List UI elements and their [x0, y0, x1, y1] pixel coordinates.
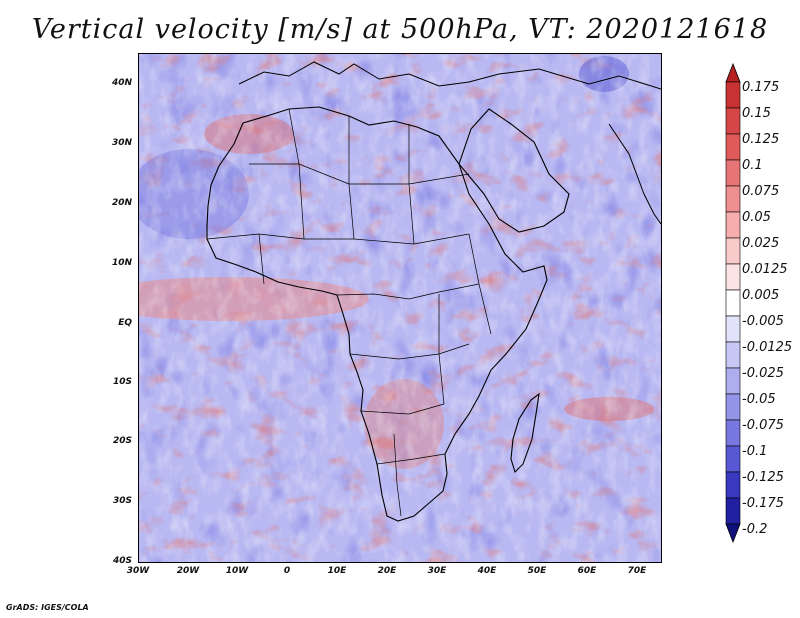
- lon-tick-label: 10E: [327, 566, 347, 576]
- india-coastline: [608, 123, 661, 225]
- lon-tick-label: 40E: [477, 566, 497, 576]
- arabia-coastline: [458, 108, 570, 233]
- colorbar-swatch: [725, 81, 741, 109]
- colorbar-label: 0.1: [742, 158, 763, 173]
- field-texture: [139, 54, 661, 562]
- lon-tick-label: 0: [283, 566, 291, 576]
- colorbar-label: -0.2: [742, 522, 768, 537]
- africa-coastline: [206, 106, 548, 522]
- lat-tick-label: 10N: [111, 258, 132, 268]
- colorbar-label: 0.05: [742, 210, 771, 225]
- colorbar-label: 0.0125: [742, 262, 788, 277]
- colorbar-swatch: [725, 315, 741, 343]
- colorbar-swatch: [725, 393, 741, 421]
- country-borders: [206, 108, 492, 517]
- colorbar-label: -0.0125: [742, 340, 793, 355]
- lat-tick-label: 10S: [112, 377, 132, 387]
- colorbar-label: -0.005: [742, 314, 784, 329]
- map-plot-area[interactable]: [138, 53, 662, 563]
- lon-tick-label: 10W: [225, 566, 249, 576]
- lon-tick-label: 30E: [427, 566, 447, 576]
- lon-tick-label: 60E: [577, 566, 597, 576]
- grads-credit: GrADS: IGES/COLA: [6, 603, 89, 612]
- lon-tick-label: 50E: [527, 566, 547, 576]
- colorbar-label: -0.1: [742, 444, 768, 459]
- map-title: Vertical velocity [m/s] at 500hPa, VT: 2…: [31, 14, 769, 45]
- colorbar-max-arrow: [725, 62, 741, 83]
- colorbar-swatch: [725, 159, 741, 187]
- madagascar-coastline: [510, 392, 540, 474]
- colorbar-label: -0.175: [742, 496, 784, 511]
- colorbar-swatch: [725, 341, 741, 369]
- colorbar-label: 0.125: [742, 132, 780, 147]
- colorbar-label: -0.075: [742, 418, 784, 433]
- lon-tick-label: 20W: [176, 566, 200, 576]
- lat-tick-label: EQ: [118, 318, 132, 328]
- colorbar-swatch: [725, 185, 741, 213]
- colorbar-swatch: [725, 237, 741, 265]
- lat-tick-label: 40S: [112, 556, 132, 566]
- colorbar-swatch: [725, 289, 741, 317]
- europe-coastline: [238, 61, 661, 90]
- velocity-field-map: [139, 54, 661, 562]
- colorbar-label: -0.05: [742, 392, 776, 407]
- colorbar-swatch: [725, 263, 741, 291]
- lat-tick-label: 20N: [111, 198, 132, 208]
- colorbar: [725, 62, 741, 544]
- colorbar-label: 0.15: [742, 106, 771, 121]
- colorbar-label: 0.005: [742, 288, 780, 303]
- colorbar-swatch: [725, 497, 741, 525]
- lon-tick-label: 20E: [377, 566, 397, 576]
- colorbar-label: -0.125: [742, 470, 784, 485]
- lat-tick-label: 20S: [112, 436, 132, 446]
- lon-tick-label: 70E: [627, 566, 647, 576]
- lat-tick-label: 30S: [112, 496, 132, 506]
- colorbar-min-arrow: [725, 523, 741, 544]
- colorbar-swatch: [725, 133, 741, 161]
- colorbar-swatch: [725, 367, 741, 395]
- lat-tick-label: 30N: [111, 138, 132, 148]
- colorbar-label: -0.025: [742, 366, 784, 381]
- colorbar-swatch: [725, 211, 741, 239]
- colorbar-label: 0.175: [742, 80, 780, 95]
- colorbar-label: 0.075: [742, 184, 780, 199]
- colorbar-swatch: [725, 471, 741, 499]
- lat-tick-label: 40N: [111, 78, 132, 88]
- colorbar-swatch: [725, 419, 741, 447]
- colorbar-label: 0.025: [742, 236, 780, 251]
- colorbar-swatch: [725, 107, 741, 135]
- lon-tick-label: 30W: [126, 566, 150, 576]
- colorbar-swatch: [725, 445, 741, 473]
